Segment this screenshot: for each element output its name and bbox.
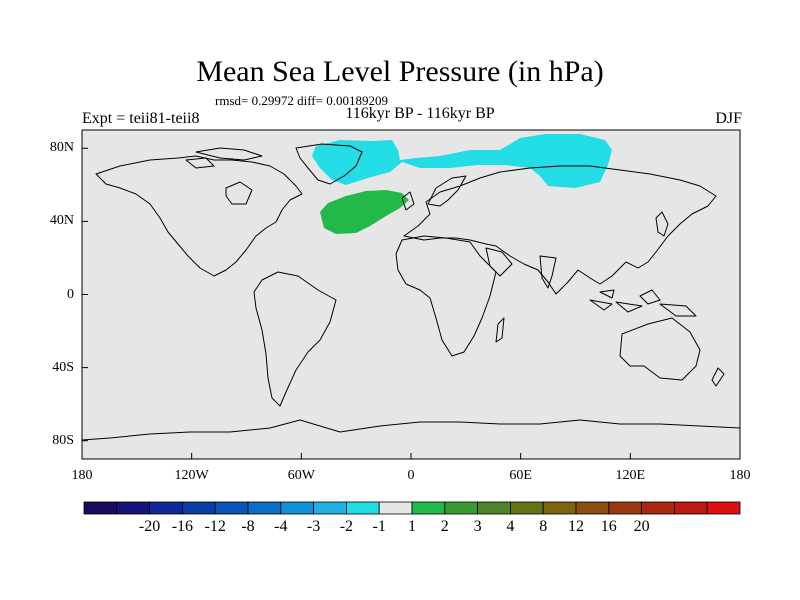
map-background — [82, 130, 740, 459]
colorbar-swatch — [149, 501, 183, 515]
colorbar-swatch — [214, 501, 249, 515]
arctic-negative-anomaly — [312, 134, 612, 188]
colorbar-label: 16 — [600, 518, 617, 535]
lon-tick-label: 120W — [174, 468, 209, 483]
colorbar-label: 1 — [408, 518, 416, 535]
colorbar-swatch — [247, 501, 282, 515]
colorbar-swatch — [116, 501, 151, 515]
colorbar-swatch — [608, 501, 642, 515]
colorbar-swatch — [181, 501, 216, 515]
colorbar-label: -20 — [138, 518, 161, 535]
lat-tick-label: 80S — [52, 432, 74, 448]
lat-tick-label: 40S — [52, 359, 74, 375]
colorbar-swatch — [641, 501, 675, 515]
coastlines — [81, 143, 741, 441]
colorbar-swatch — [345, 501, 380, 515]
colorbar-label: 12 — [568, 518, 584, 535]
experiment-label: Expt = teii81-teii8 — [82, 110, 200, 127]
colorbar-swatch — [280, 501, 314, 515]
colorbar-swatch — [575, 501, 610, 515]
lon-tick-label: 60E — [509, 468, 532, 483]
lon-tick-label: 180 — [71, 468, 93, 483]
colorbar-swatch — [542, 501, 577, 515]
colorbar-label: -8 — [241, 518, 255, 535]
axis-ticks — [81, 147, 741, 459]
chart-title: Mean Sea Level Pressure (in hPa) — [196, 55, 604, 88]
colorbar-label: 4 — [506, 518, 515, 535]
lon-tick-label: 120E — [615, 468, 646, 483]
season-label: DJF — [715, 110, 742, 127]
colorbar — [83, 501, 741, 515]
colorbar-label: 3 — [473, 518, 482, 535]
colorbar-swatch — [477, 501, 511, 515]
colorbar-swatch — [444, 501, 478, 515]
lat-tick-label: 40N — [49, 213, 74, 229]
subtitle-label: 116kyr BP - 116kyr BP — [345, 105, 495, 122]
colorbar-label: -3 — [306, 518, 321, 535]
colorbar-swatch — [313, 501, 347, 515]
colorbar-swatch — [674, 501, 708, 515]
lon-tick-label: 0 — [407, 468, 415, 483]
colorbar-label: -2 — [339, 518, 354, 535]
lon-tick-label: 60W — [287, 468, 315, 483]
colorbar-label: -4 — [274, 518, 288, 535]
colorbar-swatch — [509, 501, 544, 515]
colorbar-label: -12 — [204, 518, 226, 535]
colorbar-label: -16 — [171, 518, 194, 535]
colorbar-swatch — [411, 501, 446, 515]
colorbar-swatch — [378, 501, 413, 515]
lon-tick-label: 180 — [729, 468, 751, 483]
lat-tick-label: 0 — [67, 286, 74, 302]
stats-label: rmsd= 0.29972 diff= 0.00189209 — [215, 93, 388, 108]
colorbar-label: 8 — [539, 518, 548, 535]
colorbar-label: 2 — [440, 518, 449, 535]
colorbar-swatch — [706, 501, 741, 515]
colorbar-label: -1 — [372, 518, 386, 535]
colorbar-label: 20 — [633, 518, 650, 535]
colorbar-swatch — [83, 501, 118, 515]
north-atlantic-positive-anomaly — [320, 190, 409, 234]
lat-tick-label: 80N — [49, 140, 74, 156]
